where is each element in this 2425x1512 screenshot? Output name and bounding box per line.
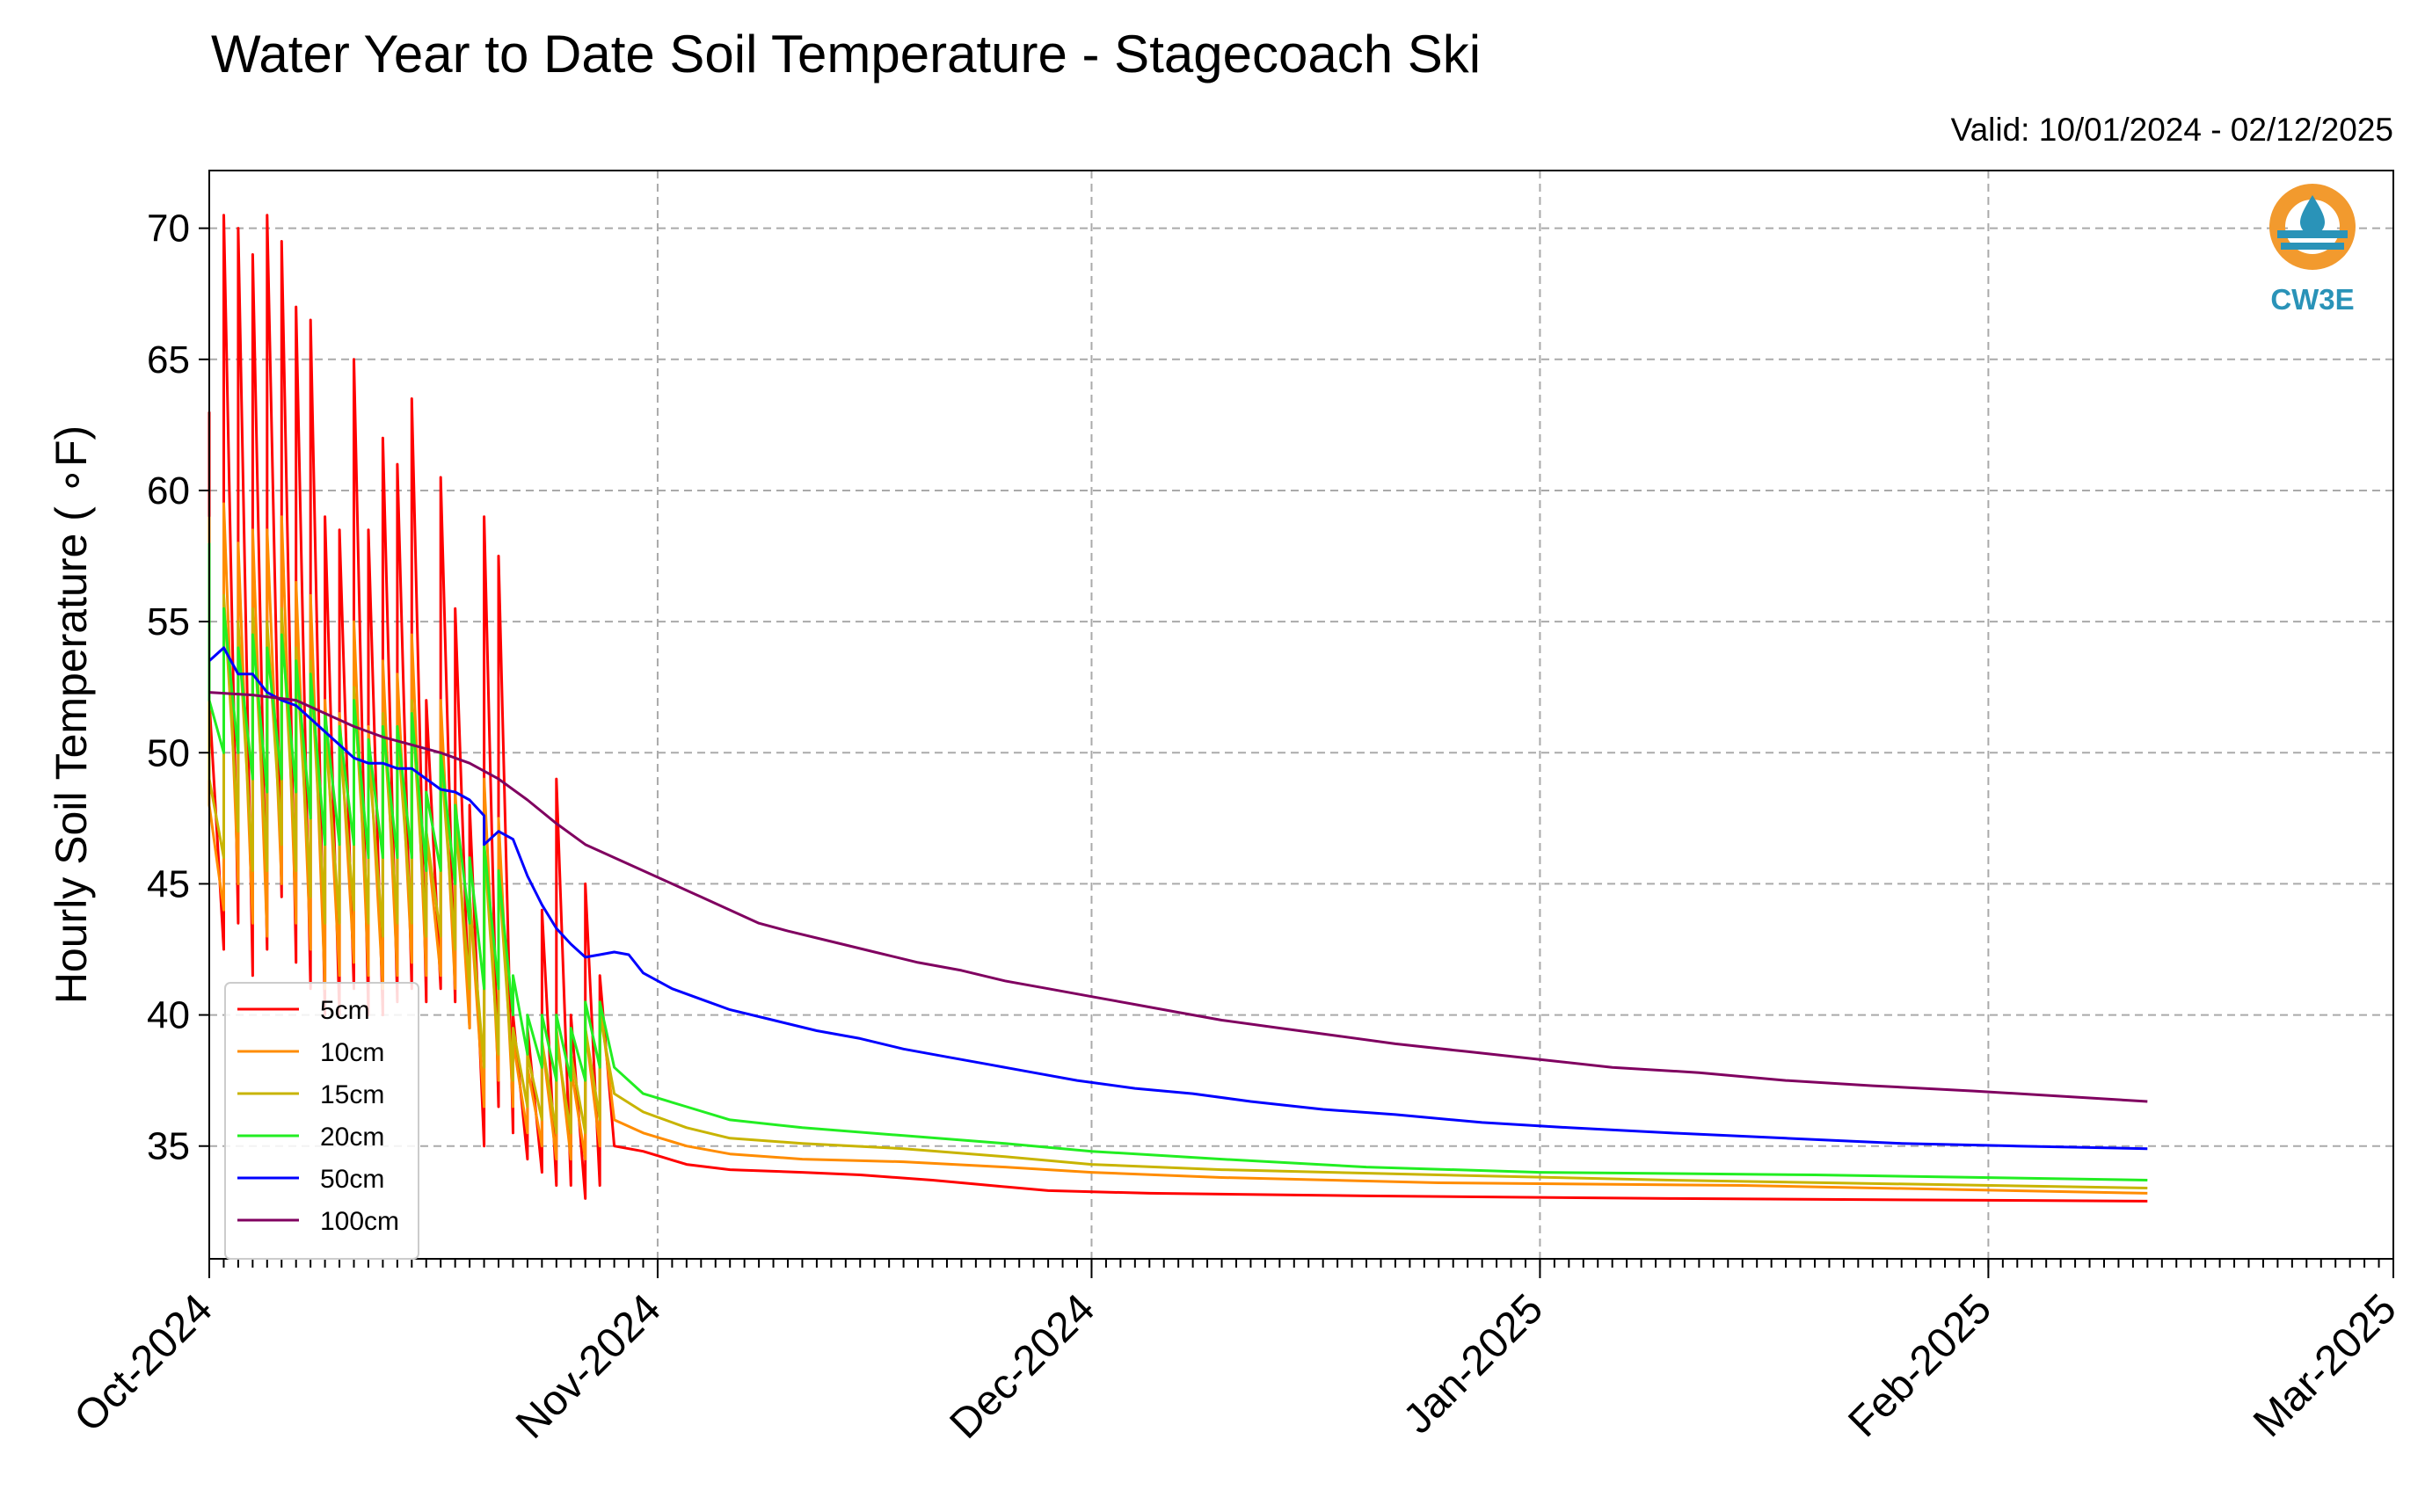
y-tick-label: 65 (147, 338, 190, 382)
legend-label-15cm: 15cm (320, 1080, 384, 1109)
legend-label-100cm: 100cm (320, 1207, 399, 1236)
series-line-5cm (208, 214, 2148, 1203)
legend-label-10cm: 10cm (320, 1038, 384, 1067)
y-tick-label: 55 (147, 600, 190, 643)
legend: 5cm 10cm 15cm 20cm 50cm 100cm (224, 982, 419, 1260)
y-tick-label: 45 (147, 862, 190, 905)
series-line-100cm (208, 691, 2148, 1103)
plot-area-frame (208, 170, 2394, 1260)
y-axis-label: Hourly Soil Temperature ( ∘F) (47, 425, 96, 1004)
y-tick-label: 40 (147, 994, 190, 1037)
logo-ring-icon (2269, 184, 2356, 270)
y-tick-label: 60 (147, 469, 190, 512)
data-series (208, 214, 2148, 1203)
y-tick-label: 35 (147, 1125, 190, 1168)
logo-wave-icon (2281, 243, 2344, 250)
series-line-20cm (208, 542, 2148, 1181)
legend-label-50cm: 50cm (320, 1165, 384, 1194)
cw3e-logo: CW3E (2269, 184, 2356, 316)
legend-label-5cm: 5cm (320, 996, 370, 1025)
chart-title: Water Year to Date Soil Temperature - St… (211, 25, 1481, 84)
water-drop-icon (2300, 195, 2325, 235)
series-line-50cm (208, 646, 2148, 1151)
logo-text: CW3E (2270, 283, 2354, 316)
y-tick-label: 50 (147, 731, 190, 774)
y-tick-label: 70 (147, 207, 190, 251)
legend-label-20cm: 20cm (320, 1123, 384, 1152)
valid-date-range: Valid: 10/01/2024 - 02/12/2025 (1951, 112, 2393, 148)
